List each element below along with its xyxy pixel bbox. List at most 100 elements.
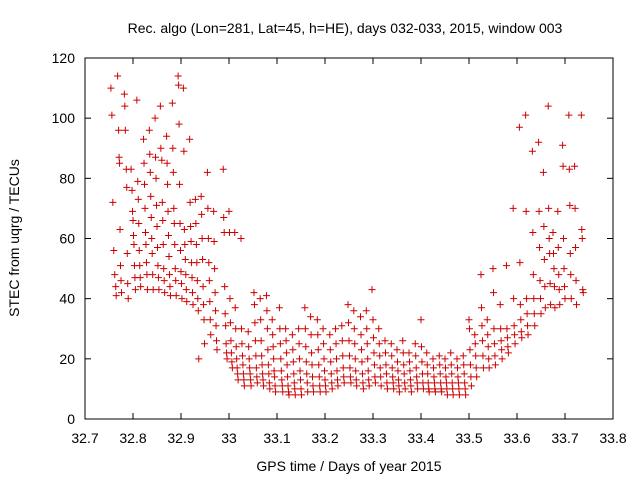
data-point — [498, 346, 506, 354]
data-point — [467, 382, 475, 390]
data-point — [559, 162, 567, 170]
data-point — [154, 274, 162, 282]
data-point — [264, 346, 272, 354]
data-point — [140, 159, 148, 167]
data-point — [388, 352, 396, 360]
data-point — [181, 256, 189, 264]
data-point — [523, 310, 531, 318]
data-point — [572, 244, 580, 252]
y-tick: 20 — [59, 351, 613, 367]
data-point — [309, 382, 317, 390]
data-point — [112, 283, 120, 291]
data-point — [178, 295, 186, 303]
data-point — [510, 295, 518, 303]
data-point — [555, 286, 563, 294]
data-point — [382, 370, 390, 378]
data-point — [539, 168, 547, 176]
data-point — [545, 235, 553, 242]
data-point — [465, 316, 473, 324]
data-point — [211, 289, 219, 297]
data-point — [454, 379, 462, 387]
data-point — [164, 207, 172, 215]
x-tick: 33.1 — [263, 58, 291, 446]
data-point — [364, 367, 372, 375]
data-point — [133, 96, 141, 104]
data-point — [297, 391, 305, 399]
data-point — [187, 238, 195, 246]
data-point — [221, 310, 229, 318]
data-point — [479, 352, 487, 360]
data-point — [449, 385, 457, 393]
data-point — [296, 367, 304, 375]
data-point — [466, 346, 474, 354]
y-tick-label: 40 — [59, 291, 75, 307]
data-point — [256, 295, 264, 303]
data-point — [181, 241, 189, 249]
data-point — [353, 382, 361, 390]
data-point — [142, 241, 150, 249]
data-point — [180, 225, 188, 233]
data-point — [246, 364, 254, 372]
data-point — [291, 385, 299, 393]
data-point — [350, 307, 358, 315]
data-point — [189, 289, 197, 297]
data-point — [375, 340, 383, 348]
data-point — [572, 277, 580, 285]
data-point — [455, 391, 463, 399]
data-point — [253, 373, 261, 381]
data-point — [315, 373, 323, 381]
data-point — [308, 349, 316, 357]
data-point — [115, 126, 123, 134]
data-point — [559, 141, 567, 149]
data-point — [233, 355, 241, 363]
data-point — [177, 268, 185, 276]
data-point — [413, 373, 421, 381]
data-point — [352, 376, 360, 384]
data-point — [193, 277, 201, 285]
data-point — [302, 358, 310, 366]
data-point — [175, 120, 183, 128]
data-point — [203, 168, 211, 176]
data-point — [518, 334, 526, 342]
data-point — [315, 361, 323, 369]
data-point — [405, 358, 413, 366]
data-point — [321, 367, 329, 375]
data-point — [157, 144, 165, 152]
data-point — [176, 180, 184, 188]
data-point — [536, 277, 544, 285]
data-point — [129, 216, 137, 224]
data-point — [307, 331, 315, 339]
x-tick: 33.6 — [503, 58, 531, 446]
data-point — [556, 301, 564, 309]
data-point — [406, 376, 414, 384]
x-tick: 33.2 — [311, 58, 339, 446]
data-point — [377, 373, 385, 381]
y-tick: 60 — [59, 231, 613, 247]
data-point — [270, 355, 278, 363]
data-point — [358, 358, 366, 366]
data-point — [140, 135, 148, 143]
data-point — [511, 340, 519, 348]
data-point — [169, 168, 177, 176]
tick-layer: 32.7 32.8 32.9 33 33.1 33.2 33.3 33.4 33.5 33.6 33… — [52, 50, 627, 446]
data-point — [321, 376, 329, 384]
data-point — [472, 364, 480, 372]
data-point — [226, 319, 234, 327]
data-point — [540, 256, 548, 264]
data-point — [152, 174, 160, 182]
data-point — [309, 373, 317, 381]
data-point — [545, 204, 553, 212]
data-point — [544, 102, 552, 110]
data-point — [290, 379, 298, 387]
data-point — [247, 376, 255, 384]
data-point — [376, 352, 384, 360]
data-point — [511, 331, 519, 339]
data-point — [276, 340, 284, 348]
data-point — [460, 361, 468, 369]
data-point — [170, 204, 178, 212]
data-point — [406, 367, 414, 375]
data-point — [522, 111, 530, 119]
data-point — [540, 222, 548, 230]
data-point — [221, 283, 229, 291]
data-point — [417, 343, 425, 351]
